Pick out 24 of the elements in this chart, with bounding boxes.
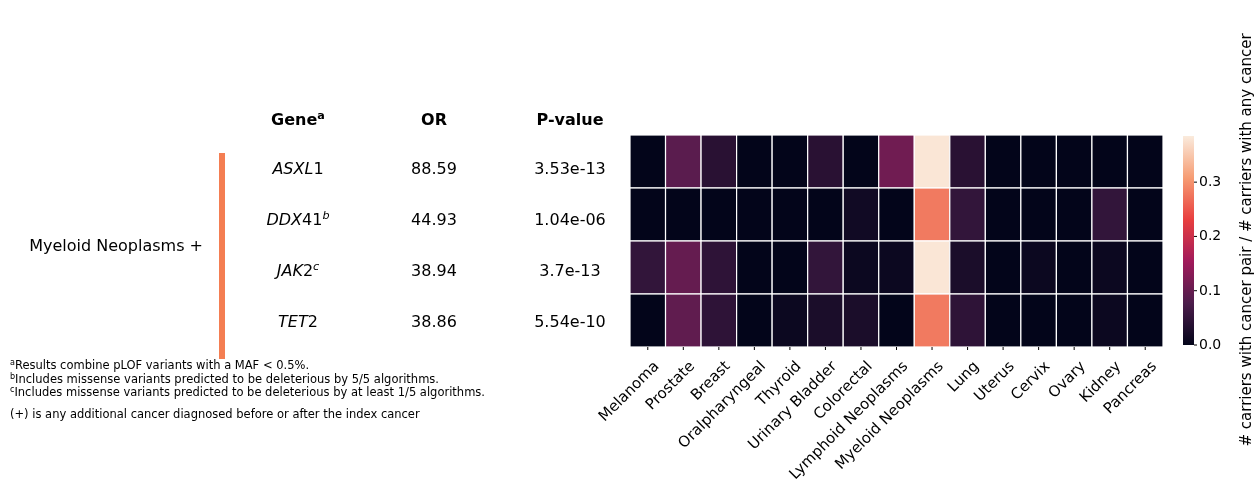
text: $^{b}$Includes missense variants predicted to be deleterious by 5/5 algorithms.	[10, 371, 439, 386]
color-bar-label: 0.0	[1199, 336, 1222, 352]
category-label: DDX41$^{b}$	[266, 208, 330, 229]
data-label: 38.94	[411, 261, 457, 280]
data-label: 3.53e-13	[534, 159, 606, 178]
color-bar-label: 0.1	[1199, 281, 1222, 298]
data-label: 5.54e-10	[534, 312, 606, 331]
data-label: 88.59	[411, 159, 457, 178]
category-label: TET2	[278, 312, 318, 331]
category-label: JAK2$^{c}$	[273, 259, 320, 280]
text: (+) is any additional cancer diagnosed before or after the index cancer	[10, 406, 420, 421]
text: Myeloid Neoplasms +	[29, 236, 203, 255]
text: OR	[421, 110, 447, 129]
text: Gene$^{a}$	[271, 108, 325, 129]
data-label: 3.7e-13	[539, 261, 601, 280]
color-bar-label: 0.3	[1199, 173, 1222, 190]
text: P-value	[536, 110, 604, 129]
data-label: 44.93	[411, 210, 457, 229]
data-label: 38.86	[411, 312, 457, 331]
text: $^{a}$Results combine pLOF variants with a MAF < 0.5%.	[10, 357, 310, 372]
data-label: 1.04e-06	[534, 210, 606, 229]
category-label: ASXL1	[271, 159, 324, 178]
color-bar-label: 0.2	[1199, 227, 1222, 244]
color-bar-title: # carriers with cancer pair / # carriers with any cancer	[1236, 32, 1255, 447]
